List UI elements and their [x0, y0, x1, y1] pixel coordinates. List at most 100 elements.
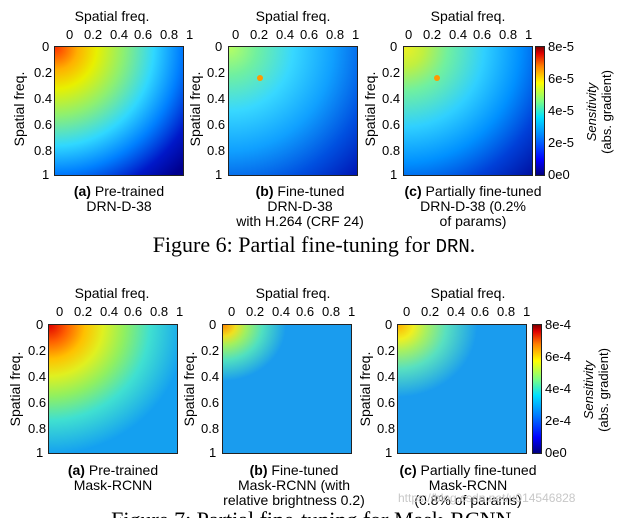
y-tick: 0.8	[28, 421, 47, 436]
colorbar-tick: 8e-5	[548, 39, 575, 54]
colorbar-tick: 0e0	[545, 445, 567, 460]
y-tick: 0.6	[207, 117, 226, 132]
x-axis-title: Spatial freq.	[74, 285, 150, 301]
x-axis-title: Spatial freq.	[255, 8, 331, 24]
y-axis-title: Spatial freq.	[7, 351, 23, 427]
y-tick: 0.4	[34, 91, 53, 106]
x-tick: 0.4	[449, 27, 468, 42]
y-tick: 0.8	[382, 143, 401, 158]
y-tick: 1	[385, 445, 393, 460]
x-tick: 0.2	[250, 27, 269, 42]
x-tick: 0	[403, 304, 411, 319]
y-tick: 0.4	[28, 369, 47, 384]
x-tick: 1	[176, 304, 184, 319]
x-tick: 1	[352, 27, 360, 42]
y-tick: 0.6	[377, 395, 396, 410]
x-tick: 0.6	[300, 27, 319, 42]
x-tick: 1	[348, 304, 356, 319]
hotspot	[257, 75, 263, 81]
y-tick: 0	[42, 39, 50, 54]
x-tick: 0	[66, 27, 74, 42]
colorbar-tick: 2e-5	[548, 135, 575, 150]
colorbar-label: Sensitivity (abs. gradient)	[581, 348, 611, 432]
x-tick: 0.4	[100, 304, 119, 319]
x-tick: 0	[405, 27, 413, 42]
x-tick: 0.8	[150, 304, 169, 319]
colorbar-tick: 0e0	[548, 167, 570, 182]
colorbar	[535, 46, 545, 176]
y-tick: 0.2	[34, 65, 53, 80]
x-axis-title: Spatial freq.	[430, 285, 506, 301]
y-tick: 0.4	[382, 91, 401, 106]
x-tick: 0.4	[110, 27, 129, 42]
y-tick-labels: 0 0.2 0.4 0.6 0.8 1	[382, 39, 402, 182]
panel-caption: (c) Partially fine-tuned DRN-D-38 (0.2% …	[404, 183, 542, 229]
heatmap	[48, 324, 178, 454]
x-tick: 1	[523, 304, 531, 319]
colorbar	[532, 324, 542, 454]
x-tick: 0.2	[421, 304, 440, 319]
x-tick: 0.2	[246, 304, 265, 319]
y-tick: 0.6	[382, 117, 401, 132]
y-tick: 1	[209, 445, 217, 460]
x-tick: 0	[232, 27, 240, 42]
colorbar-label: Sensitivity (abs. gradient)	[584, 70, 614, 154]
y-tick: 0.2	[382, 65, 401, 80]
y-tick: 0.8	[377, 421, 396, 436]
y-tick: 0	[36, 317, 44, 332]
y-axis-title: Spatial freq.	[362, 71, 378, 147]
x-tick: 1	[525, 27, 533, 42]
panel-caption: (b) Fine-tuned Mask-RCNN (with relative …	[223, 462, 365, 508]
x-tick: 1	[186, 27, 194, 42]
x-tick: 0.8	[160, 27, 179, 42]
heatmap	[54, 46, 184, 176]
y-tick: 0	[385, 317, 393, 332]
y-tick: 0.8	[207, 143, 226, 158]
y-tick: 0	[390, 39, 398, 54]
x-tick: 0.6	[471, 304, 490, 319]
heatmap	[228, 46, 358, 176]
watermark: https://blog.csdn.net/u014546828	[398, 491, 576, 505]
panel-caption: (c) Partially fine-tuned Mask-RCNN (0.8%…	[399, 462, 537, 508]
y-axis-title: Spatial freq.	[187, 71, 203, 147]
heatmap	[222, 324, 352, 454]
x-tick: 0.6	[473, 27, 492, 42]
hotspot	[434, 75, 440, 81]
y-tick: 0.6	[34, 117, 53, 132]
x-tick: 0.2	[74, 304, 93, 319]
y-tick: 1	[42, 167, 50, 182]
x-tick: 0.8	[326, 27, 345, 42]
y-tick-labels: 0 0.2 0.4 0.6 0.8 1	[377, 317, 397, 460]
y-tick: 0.6	[28, 395, 47, 410]
colorbar-tick: 8e-4	[545, 317, 572, 332]
x-tick: 0.6	[134, 27, 153, 42]
colorbar-tick: 6e-4	[545, 349, 572, 364]
panel-caption: (a) Pre-trained DRN-D-38	[73, 183, 165, 214]
y-tick: 0.2	[201, 343, 220, 358]
colorbar-tick: 2e-4	[545, 413, 572, 428]
y-tick: 0.2	[377, 343, 396, 358]
y-tick: 0.8	[201, 421, 220, 436]
y-tick: 1	[36, 445, 44, 460]
x-tick: 0.8	[499, 27, 518, 42]
colorbar-tick: 4e-5	[548, 103, 575, 118]
heatmap	[403, 46, 533, 176]
colorbar-tick: 6e-5	[548, 71, 575, 86]
y-tick-labels: 0 0.2 0.4 0.6 0.8 1	[207, 40, 227, 182]
y-tick-labels: 0 0.2 0.4 0.6 0.8 1	[28, 317, 48, 460]
y-tick: 1	[390, 167, 398, 182]
y-axis-title: Spatial freq.	[357, 351, 373, 427]
x-tick: 0.4	[447, 304, 466, 319]
x-axis-title: Spatial freq.	[74, 8, 150, 24]
x-tick: 0.4	[276, 27, 295, 42]
y-axis-title: Spatial freq.	[181, 351, 197, 427]
x-tick: 0	[56, 304, 64, 319]
x-tick: 0	[228, 304, 236, 319]
x-tick: 0.6	[296, 304, 315, 319]
y-axis-title: Spatial freq.	[11, 71, 27, 147]
colorbar-tick: 4e-4	[545, 381, 572, 396]
y-tick: 0	[209, 317, 217, 332]
x-tick: 0.2	[84, 27, 103, 42]
y-tick: 0.2	[28, 343, 47, 358]
y-tick: 0.4	[377, 369, 396, 384]
